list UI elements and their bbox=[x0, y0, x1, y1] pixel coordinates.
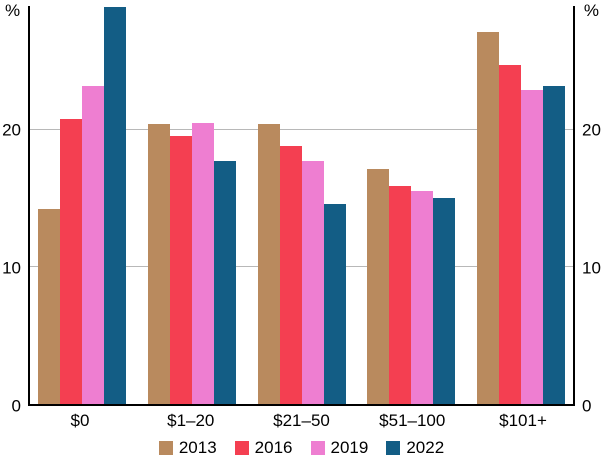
y-tick-label: 0 bbox=[11, 396, 21, 416]
bar-2022 bbox=[543, 85, 565, 404]
y-axis-left: 0 10 20 bbox=[0, 6, 24, 415]
legend: 2013 2016 2019 2022 bbox=[0, 436, 603, 460]
y-tick-label: 20 bbox=[2, 120, 21, 140]
bar-2019 bbox=[301, 161, 324, 404]
y-tick-label: 10 bbox=[582, 258, 601, 278]
bar-2022 bbox=[104, 7, 126, 404]
y-tick-label: 10 bbox=[2, 258, 21, 278]
y-axis-right: 0 10 20 bbox=[579, 6, 603, 415]
bar-2013 bbox=[367, 169, 390, 404]
bar-2019 bbox=[521, 89, 543, 404]
legend-swatch bbox=[310, 441, 325, 455]
y-tick-label: 20 bbox=[582, 120, 601, 140]
bar-2016 bbox=[169, 136, 192, 404]
y-axis-unit-right: % bbox=[583, 1, 599, 20]
x-axis-labels: $0 $1–20 $21–50 $51–100 $101+ bbox=[28, 411, 575, 431]
legend-swatch bbox=[386, 441, 401, 455]
legend-item-2022: 2022 bbox=[386, 438, 444, 458]
x-tick-label: $21–50 bbox=[273, 411, 330, 430]
x-tick-label: $0 bbox=[70, 411, 90, 430]
bar-2013 bbox=[257, 124, 280, 404]
bar-2019 bbox=[191, 122, 214, 404]
bar-2022 bbox=[323, 203, 346, 404]
bar-group bbox=[38, 6, 126, 404]
bar-group bbox=[147, 6, 236, 404]
x-tick-label: $51–100 bbox=[379, 411, 446, 430]
bars-layer bbox=[30, 6, 573, 404]
bar-2013 bbox=[477, 32, 499, 404]
bar-2013 bbox=[38, 209, 60, 404]
plot-area bbox=[28, 6, 575, 406]
legend-label: 2022 bbox=[406, 438, 445, 457]
bar-2016 bbox=[60, 118, 82, 404]
bar-2016 bbox=[499, 65, 521, 404]
y-axis-unit-left: % bbox=[5, 1, 21, 20]
bar-group bbox=[257, 6, 346, 404]
bar-group bbox=[477, 6, 565, 404]
x-tick-label: $101+ bbox=[499, 411, 547, 430]
bar-2016 bbox=[389, 185, 412, 404]
legend-label: 2016 bbox=[254, 438, 293, 457]
legend-label: 2013 bbox=[178, 438, 217, 457]
x-tick-label: $1–20 bbox=[167, 411, 215, 430]
legend-label: 2019 bbox=[330, 438, 369, 457]
bar-2022 bbox=[213, 161, 236, 404]
legend-item-2013: 2013 bbox=[158, 438, 217, 458]
bar-2019 bbox=[411, 191, 434, 404]
bar-2019 bbox=[82, 85, 104, 404]
bar-2022 bbox=[433, 198, 456, 404]
bar-group bbox=[367, 6, 456, 404]
bar-2016 bbox=[279, 146, 302, 404]
y-tick-label: 0 bbox=[582, 396, 592, 416]
gridline-20 bbox=[30, 128, 573, 130]
bar-2013 bbox=[147, 124, 170, 404]
legend-item-2016: 2016 bbox=[234, 438, 293, 458]
legend-swatch bbox=[158, 441, 173, 455]
legend-swatch bbox=[234, 441, 249, 455]
legend-item-2019: 2019 bbox=[310, 438, 369, 458]
